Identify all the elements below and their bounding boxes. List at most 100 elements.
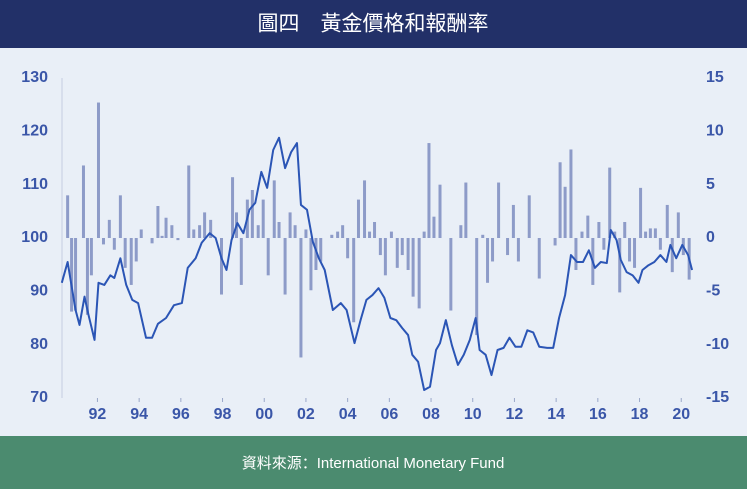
x-tick-label: 00: [255, 406, 273, 423]
bar: [288, 212, 292, 238]
bar: [613, 231, 617, 238]
x-tick-label: 02: [297, 406, 315, 423]
bar: [506, 238, 510, 256]
bar: [417, 238, 421, 309]
bar: [411, 238, 415, 297]
bar: [378, 238, 382, 256]
x-tick-label: 92: [89, 406, 107, 423]
bar: [309, 238, 313, 291]
y2-tick-label: -15: [706, 389, 729, 406]
x-tick-label: 16: [589, 406, 607, 423]
bar: [198, 225, 202, 238]
bar: [406, 238, 410, 270]
bar: [491, 238, 495, 262]
y-tick-label: 130: [21, 69, 48, 86]
bar: [66, 195, 70, 238]
y2-tick-label: 0: [706, 229, 715, 246]
bar: [74, 238, 78, 311]
bar: [70, 238, 74, 312]
bar: [299, 238, 303, 358]
bar: [449, 238, 453, 311]
x-tick-label: 20: [672, 406, 690, 423]
bar: [553, 238, 557, 246]
bar: [586, 215, 590, 238]
y-tick-label: 80: [30, 336, 48, 353]
bar: [170, 225, 174, 238]
bar: [85, 238, 89, 315]
bar: [574, 238, 578, 270]
y2-tick-label: 15: [706, 69, 724, 86]
x-tick-label: 10: [464, 406, 482, 423]
bar: [266, 238, 270, 276]
bar: [475, 238, 479, 336]
bar: [665, 204, 669, 238]
bar: [432, 216, 436, 238]
bar: [112, 238, 116, 250]
bar: [486, 238, 490, 283]
bar: [497, 182, 501, 238]
bar: [383, 238, 387, 276]
bar: [139, 229, 143, 238]
bar: [176, 238, 180, 241]
x-tick-label: 96: [172, 406, 190, 423]
bar: [658, 238, 662, 250]
bar: [346, 238, 350, 259]
bar: [107, 219, 111, 238]
bar: [438, 184, 442, 238]
x-tick-label: 14: [547, 406, 565, 423]
bar: [231, 177, 235, 238]
bar: [422, 231, 426, 238]
bar: [220, 238, 223, 295]
bar: [96, 102, 100, 239]
bar: [511, 204, 515, 238]
bar: [192, 229, 196, 238]
x-tick-label: 98: [214, 406, 232, 423]
y2-tick-label: 5: [706, 176, 715, 193]
bar: [187, 165, 191, 238]
bar: [356, 199, 360, 238]
bar: [272, 180, 276, 238]
bar: [203, 212, 207, 238]
x-tick-label: 18: [631, 406, 649, 423]
bar: [400, 238, 404, 256]
y2-tick-label: 10: [706, 123, 724, 140]
bar: [608, 167, 612, 238]
bar: [330, 234, 334, 238]
bar: [150, 238, 154, 244]
bar: [516, 238, 520, 262]
bar: [341, 225, 345, 238]
bar: [623, 222, 627, 238]
bar: [628, 238, 632, 262]
y-tick-label: 90: [30, 283, 48, 300]
bar: [464, 182, 468, 238]
bar: [639, 187, 643, 238]
bar: [395, 238, 399, 268]
line: [60, 136, 694, 391]
bar: [277, 222, 281, 238]
bar: [363, 180, 367, 238]
bar: [283, 238, 287, 295]
bar: [293, 225, 297, 238]
x-tick-label: 94: [130, 406, 148, 423]
bar: [558, 162, 562, 238]
bar: [427, 143, 431, 238]
bar: [123, 238, 127, 268]
bar: [134, 238, 138, 262]
bar: [569, 149, 573, 238]
bar: [644, 231, 648, 238]
y2-tick-label: -5: [706, 283, 720, 300]
plot-area: 70 80 90 100 110 120 130 -15 -10 -5 0 5 10 15 92 94 96 98…: [21, 69, 729, 423]
y-tick-label: 120: [21, 123, 48, 140]
bar: [209, 219, 213, 238]
bar: [527, 195, 531, 238]
bar: [250, 190, 254, 238]
bar: [618, 238, 622, 293]
bar: [164, 217, 168, 238]
y-tick-label: 110: [22, 176, 48, 193]
y-tick-label: 100: [21, 229, 48, 246]
bar: [336, 231, 340, 238]
bar: [118, 195, 122, 238]
bar: [352, 238, 356, 323]
bar: [256, 225, 260, 238]
x-tick-label: 06: [380, 406, 398, 423]
